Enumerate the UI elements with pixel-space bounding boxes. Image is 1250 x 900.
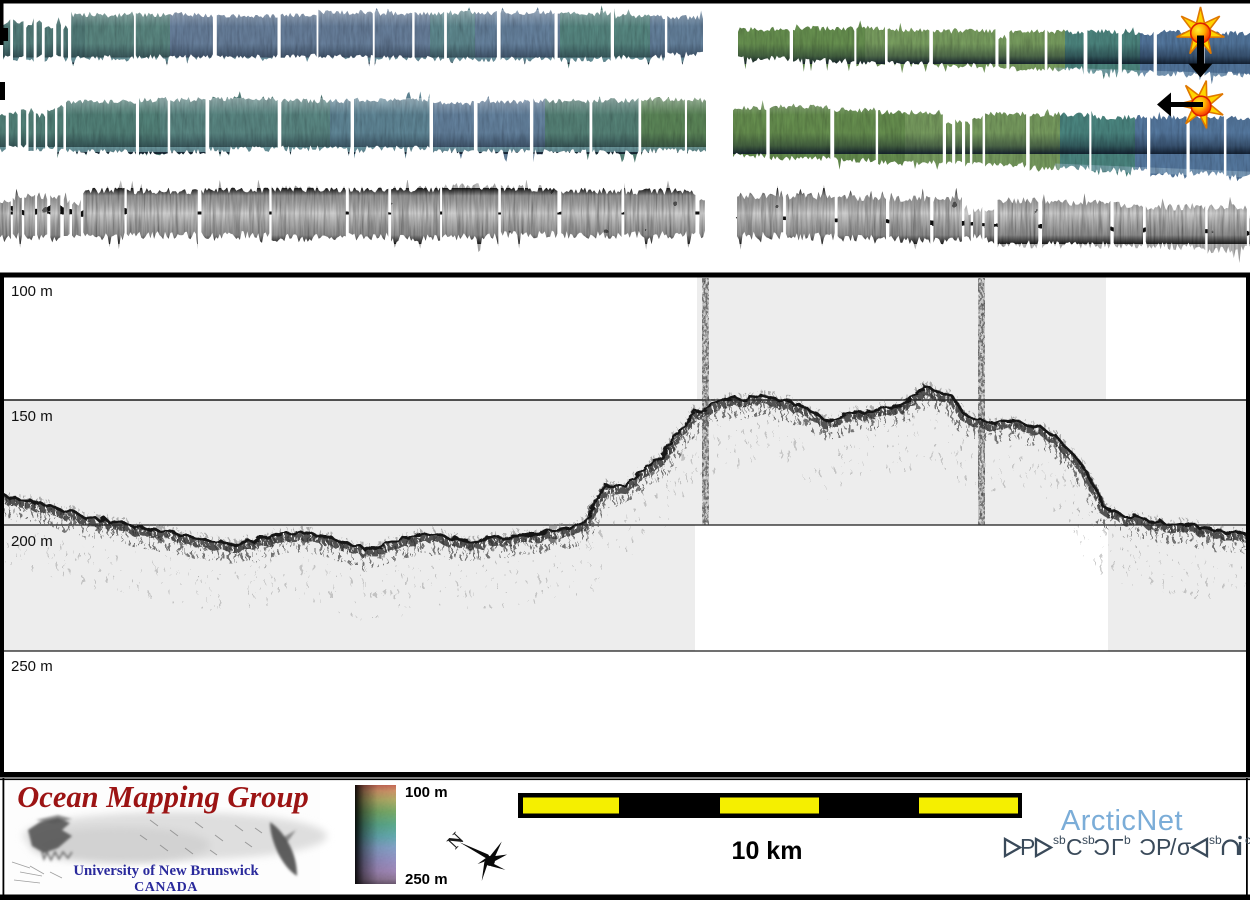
svg-text:sb: sb xyxy=(1209,833,1222,847)
svg-text:250 m: 250 m xyxy=(405,871,448,888)
svg-text:200 m: 200 m xyxy=(11,533,53,550)
svg-text:CANADA: CANADA xyxy=(134,880,198,895)
svg-text:C: C xyxy=(1139,834,1156,860)
svg-text:C: C xyxy=(1093,834,1110,860)
svg-text:sb: sb xyxy=(1082,833,1095,847)
svg-text:sb: sb xyxy=(1053,833,1066,847)
svg-text:100 m: 100 m xyxy=(405,784,448,801)
svg-text:P: P xyxy=(1020,834,1035,860)
svg-text:250 m: 250 m xyxy=(11,658,53,675)
svg-text:b: b xyxy=(1124,833,1131,847)
svg-text:ArcticNet: ArcticNet xyxy=(1061,805,1183,837)
svg-text:/: / xyxy=(1170,834,1177,860)
svg-text:University of New Brunswick: University of New Brunswick xyxy=(73,863,259,879)
svg-text:Γ: Γ xyxy=(1111,834,1124,860)
svg-text:10 km: 10 km xyxy=(732,837,803,865)
svg-text:P: P xyxy=(1156,834,1171,860)
svg-text:Ocean Mapping Group: Ocean Mapping Group xyxy=(17,780,308,814)
svg-text:150 m: 150 m xyxy=(11,408,53,425)
svg-text:100 m: 100 m xyxy=(11,283,53,300)
svg-text:c: c xyxy=(1245,833,1250,847)
svg-text:σ: σ xyxy=(1177,834,1191,860)
svg-text:C: C xyxy=(1066,834,1083,860)
